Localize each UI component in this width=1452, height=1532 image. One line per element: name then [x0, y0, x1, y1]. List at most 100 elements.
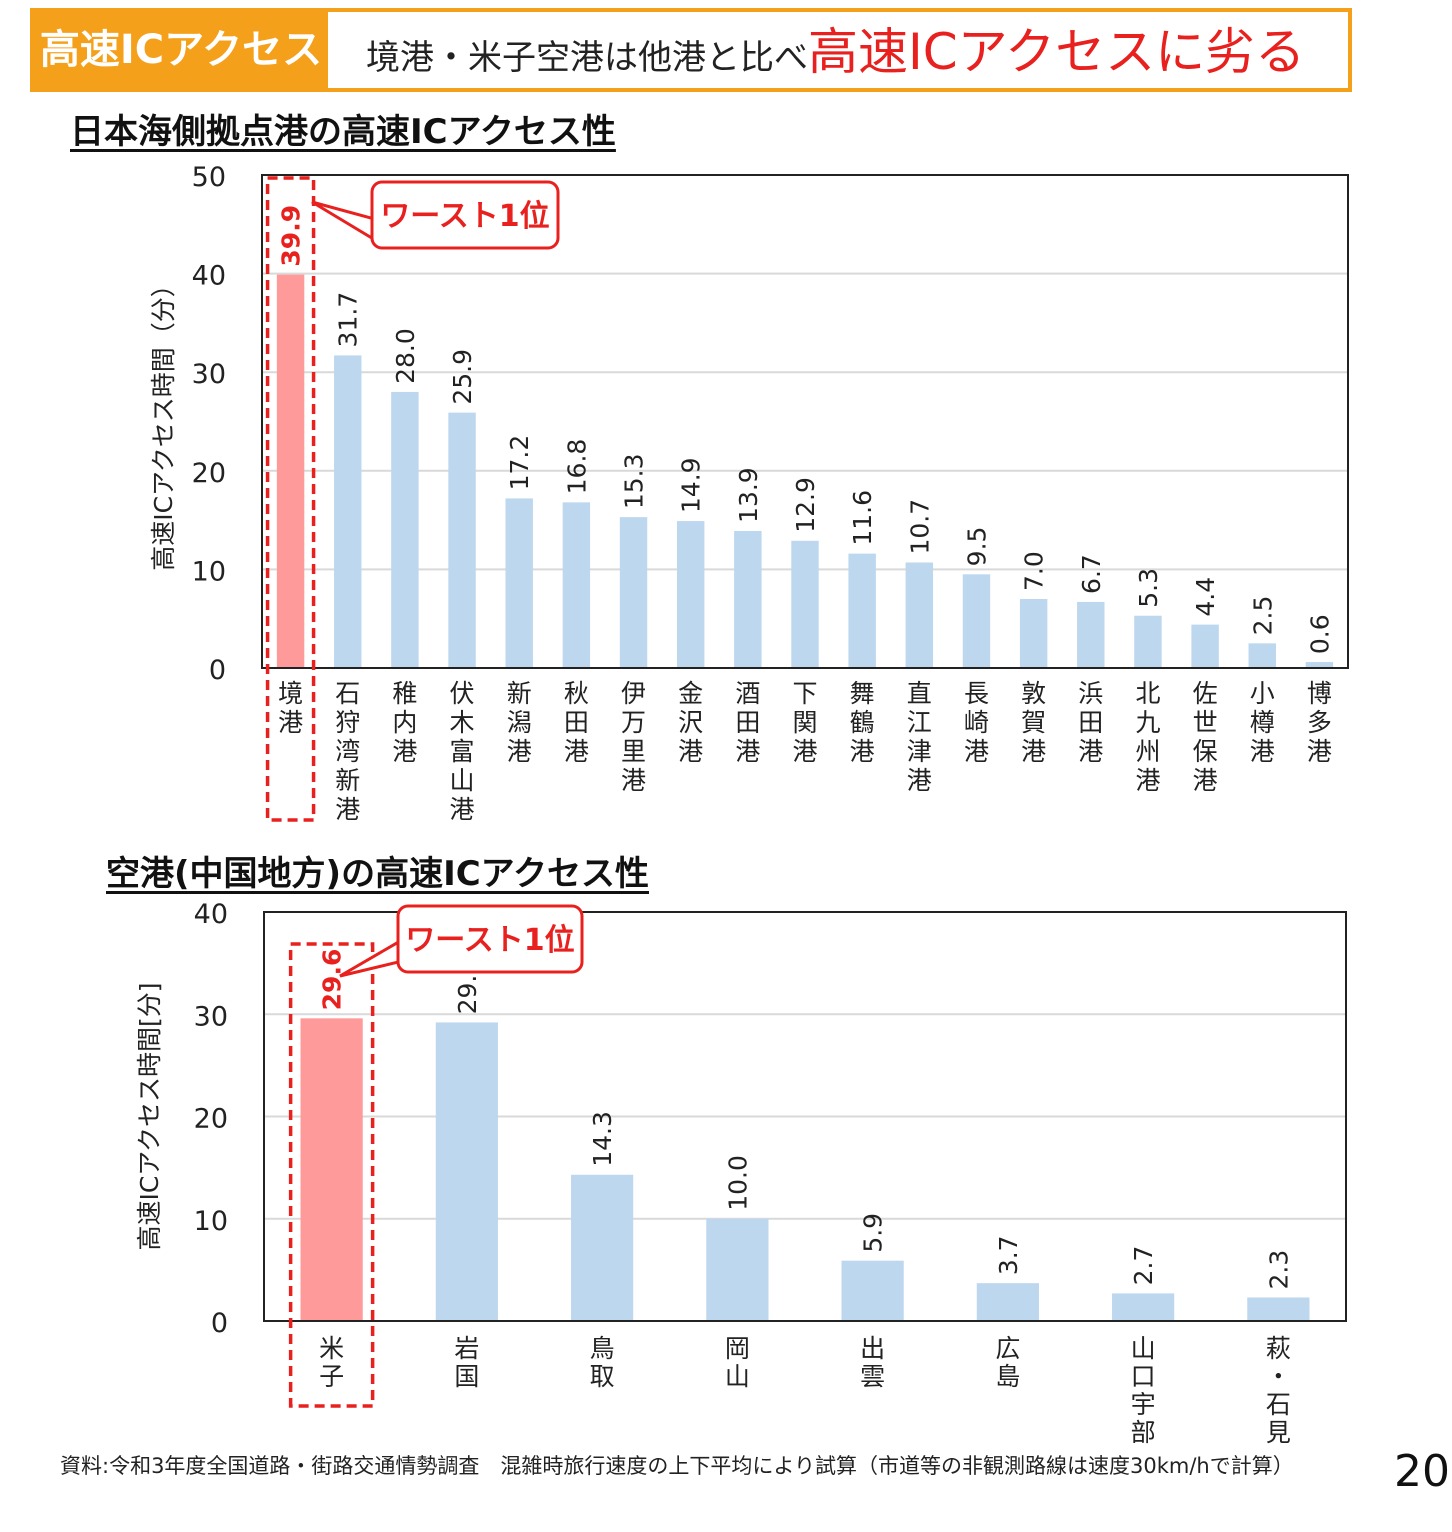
airports-category-label: 岡山 — [725, 1334, 750, 1391]
airports-chart-title: 空港(中国地方)の高速ICアクセス性 — [106, 854, 649, 894]
page-number: 20 — [1394, 1446, 1450, 1497]
ports-plot-frame — [261, 174, 1349, 669]
ports-chart-title: 日本海側拠点港の高速ICアクセス性 — [70, 112, 616, 152]
ports-value-label: 28.0 — [391, 328, 420, 384]
ports-category-label: 稚内港 — [392, 679, 417, 766]
airports-bar — [1112, 1293, 1175, 1321]
ports-value-label: 9.5 — [962, 527, 991, 567]
ports-value-label: 17.2 — [505, 435, 534, 491]
ports-value-label: 14.9 — [677, 457, 706, 513]
airports-y-tick-label: 0 — [211, 1308, 228, 1339]
ports-value-label: 5.3 — [1134, 568, 1163, 608]
ports-category-label: 新潟港 — [507, 679, 532, 766]
ports-bar — [791, 540, 819, 668]
airports-y-tick-label: 30 — [194, 1001, 228, 1032]
ports-bar — [676, 521, 705, 668]
airports-category-label: 広島 — [995, 1334, 1020, 1391]
ports-bar — [962, 574, 991, 668]
ports-bar — [505, 498, 533, 668]
ports-value-label: 4.4 — [1191, 577, 1220, 617]
airports-value-label: 14.3 — [588, 1111, 617, 1167]
airports-callout-label: ワースト1位 — [405, 923, 574, 958]
ports-bar — [1019, 598, 1048, 668]
ports-bar — [1248, 643, 1276, 668]
airports-y-tick-label: 40 — [194, 899, 228, 930]
ports-value-label: 25.9 — [448, 349, 477, 405]
airports-category-label: 萩・石見 — [1266, 1334, 1291, 1447]
ports-bar — [562, 502, 591, 668]
headline-emphasis: 高速ICアクセスに劣る — [808, 23, 1306, 81]
ports-category-label: 小樽港 — [1250, 679, 1275, 766]
airports-callout-box — [396, 904, 584, 974]
airports-value-label: 5.9 — [859, 1213, 888, 1253]
ports-category-label: 伊万里港 — [621, 679, 646, 795]
ports-category-label: 博多港 — [1307, 679, 1332, 766]
ports-category-label: 秋田港 — [564, 679, 589, 766]
airports-value-label: 3.7 — [994, 1235, 1023, 1275]
airports-highlight-box — [288, 942, 375, 1408]
ports-category-label: 佐世保港 — [1193, 679, 1218, 795]
ports-category-label: 舞鶴港 — [850, 679, 875, 766]
ports-value-label: 31.7 — [334, 292, 363, 348]
ports-category-label: 長崎港 — [964, 679, 989, 766]
ports-category-label: 浜田港 — [1078, 679, 1103, 766]
ports-bar — [1134, 615, 1162, 668]
source-footnote: 資料:令和3年度全国道路・街路交通情勢調査 混雑時旅行速度の上下平均により試算（… — [60, 1454, 1294, 1478]
airports-callout-pointer — [339, 941, 399, 978]
ports-bar — [1191, 624, 1219, 668]
airports-plot-frame — [263, 911, 1347, 1322]
ports-bar — [1305, 662, 1334, 668]
airports-category-label: 岩国 — [454, 1334, 479, 1391]
ports-category-label: 敦賀港 — [1021, 679, 1046, 766]
airports-value-label: 10.0 — [723, 1155, 752, 1211]
ports-y-tick-label: 50 — [192, 162, 226, 193]
ports-category-label: 北九州港 — [1135, 679, 1160, 795]
ports-bar — [619, 517, 648, 668]
ports-y-tick-label: 20 — [192, 458, 226, 489]
ports-y-axis-title: 高速ICアクセス時間（分） — [149, 272, 178, 571]
ports-bar — [734, 530, 762, 668]
ports-category-label: 金沢港 — [678, 679, 703, 766]
ports-value-label: 16.8 — [562, 439, 591, 495]
ports-category-label: 直江津港 — [907, 679, 932, 795]
ports-callout-box — [370, 180, 560, 250]
ports-callout-pointer — [311, 200, 373, 240]
ports-category-label: 境港 — [278, 679, 303, 737]
ports-value-label: 39.9 — [277, 205, 306, 267]
ports-value-label: 0.6 — [1305, 614, 1334, 654]
ports-bar — [1077, 601, 1105, 668]
airports-bar — [976, 1283, 1039, 1321]
ports-value-label: 2.5 — [1248, 596, 1277, 636]
ports-value-label: 7.0 — [1020, 551, 1049, 591]
ports-category-label: 石狩湾新港 — [335, 679, 360, 824]
airports-y-tick-label: 10 — [194, 1206, 228, 1237]
ports-bar — [905, 562, 934, 668]
ports-value-label: 13.9 — [734, 467, 763, 523]
ports-y-tick-label: 0 — [209, 655, 226, 686]
airports-value-label: 2.3 — [1264, 1250, 1293, 1290]
airports-category-label: 鳥取 — [590, 1334, 615, 1391]
ports-value-label: 6.7 — [1077, 554, 1106, 594]
airports-bar — [435, 1022, 498, 1321]
ports-category-label: 酒田港 — [735, 679, 760, 766]
airports-bar — [706, 1218, 769, 1321]
airports-y-tick-label: 20 — [194, 1104, 228, 1135]
ports-bar — [276, 274, 305, 668]
header-banner: 高速ICアクセス 境港・米子空港は他港と比べ高速ICアクセスに劣る — [30, 8, 1352, 92]
ports-bar — [334, 355, 362, 668]
ports-value-label: 11.6 — [848, 490, 877, 546]
ports-callout-label: ワースト1位 — [380, 199, 549, 234]
airports-value-label: 2.7 — [1129, 1246, 1158, 1286]
section-tag: 高速ICアクセス — [34, 12, 328, 88]
ports-highlight-box — [265, 176, 316, 822]
airports-category-label: 米子 — [319, 1334, 344, 1391]
ports-category-label: 伏木富山港 — [450, 679, 475, 824]
ports-y-tick-label: 30 — [192, 359, 226, 390]
airports-bar — [300, 1018, 363, 1321]
airports-bar — [1247, 1297, 1310, 1321]
headline-text: 境港・米子空港は他港と比べ — [366, 38, 808, 78]
ports-bar — [848, 553, 876, 668]
ports-bar — [448, 412, 476, 668]
airports-bar — [841, 1260, 904, 1321]
airports-category-label: 山口宇部 — [1131, 1334, 1156, 1447]
